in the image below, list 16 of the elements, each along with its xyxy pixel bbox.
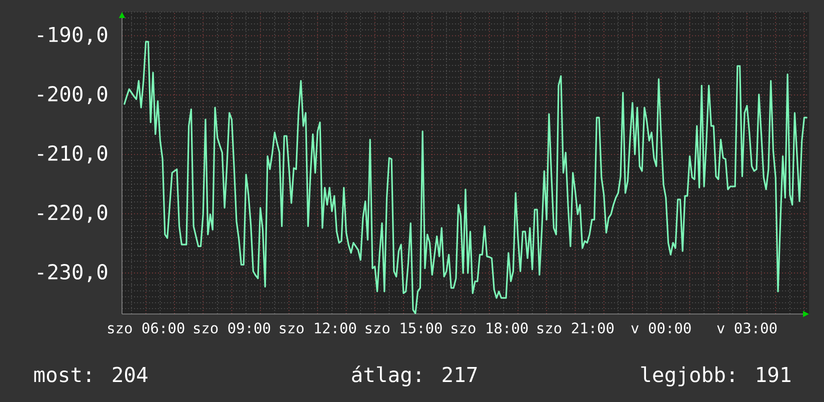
- x-tick-label: v 00:00: [631, 322, 691, 334]
- y-tick-label: -220,0: [38, 204, 108, 223]
- y-tick-label: -190,0: [38, 26, 108, 45]
- x-tick-label: szo 21:00: [537, 322, 614, 334]
- x-tick-label: v 03:00: [717, 322, 777, 334]
- text: legjobb: 191: [641, 366, 790, 386]
- x-tick-label: szo 09:00: [194, 322, 270, 334]
- y-tick-label: -230,0: [38, 264, 108, 282]
- y-tick-label: -210,0: [38, 145, 108, 164]
- x-tick-label: szo 06:00: [108, 322, 184, 334]
- text: most: 204: [34, 366, 148, 382]
- text: átlag: 217: [352, 366, 477, 386]
- x-tick-label: szo 15:00: [366, 322, 442, 334]
- y-tick-label: -200,0: [38, 86, 108, 104]
- x-tick-label: szo 18:00: [452, 322, 528, 334]
- x-tick-label: szo 12:00: [280, 322, 356, 334]
